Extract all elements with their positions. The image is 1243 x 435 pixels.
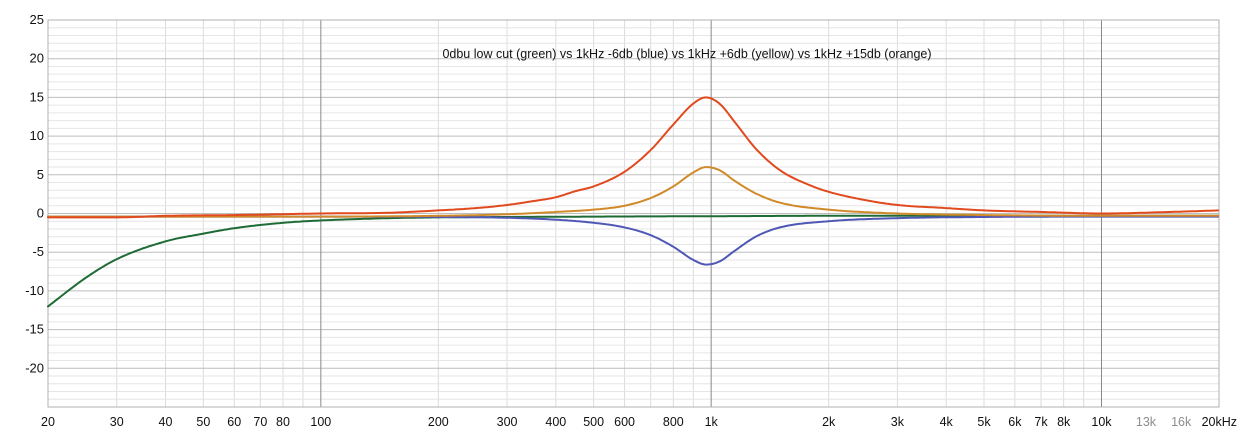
x-tick-label: 100 [310, 415, 331, 429]
x-tick-label: 4k [940, 415, 954, 429]
x-tick-label: 300 [497, 415, 518, 429]
x-tick-label: 20kHz [1202, 415, 1237, 429]
x-tick-label: 1k [705, 415, 719, 429]
y-tick-label: -20 [25, 360, 44, 375]
x-tick-label: 200 [428, 415, 449, 429]
x-tick-label: 30 [110, 415, 124, 429]
x-tick-label: 8k [1057, 415, 1071, 429]
x-tick-label: 60 [227, 415, 241, 429]
plot-frame [47, 19, 1220, 408]
y-tick-label: 10 [30, 128, 44, 143]
x-tick-label: 40 [159, 415, 173, 429]
y-tick-label: -15 [25, 322, 44, 337]
chart-title: 0dbu low cut (green) vs 1kHz -6db (blue)… [442, 47, 931, 61]
series-lines [47, 96, 1219, 308]
x-tick-label: 80 [276, 415, 290, 429]
x-tick-label: 10k [1091, 415, 1112, 429]
x-tick-label: 6k [1008, 415, 1022, 429]
x-tick-label: 20 [41, 415, 55, 429]
x-tick-label: 600 [614, 415, 635, 429]
series-line-3 [47, 96, 1219, 219]
x-tick-label: 7k [1034, 415, 1048, 429]
x-tick-label: 16k [1171, 415, 1192, 429]
y-tick-label: -10 [25, 283, 44, 298]
y-tick-label: 5 [37, 167, 44, 182]
y-tick-label: 0 [37, 206, 44, 221]
x-tick-label: 50 [196, 415, 210, 429]
x-axis-tick-labels: 20 30 40 50 60 70 80 100 200 300 400 500 600 800 1k 2k 3… [41, 415, 1237, 429]
series-line-2 [47, 166, 1219, 218]
x-tick-label: 3k [891, 415, 905, 429]
y-tick-label: 15 [30, 89, 44, 104]
y-tick-label: 25 [30, 12, 44, 27]
x-tick-label: 13k [1136, 415, 1157, 429]
x-tick-label: 400 [545, 415, 566, 429]
x-tick-label: 800 [663, 415, 684, 429]
y-tick-label: 20 [30, 51, 44, 66]
x-tick-label: 2k [822, 415, 836, 429]
x-tick-label: 70 [253, 415, 267, 429]
y-tick-label: -5 [32, 244, 44, 259]
y-axis-tick-labels: 25 20 15 10 5 0 -5 -10 -15 -20 [25, 12, 44, 375]
x-tick-label: 5k [977, 415, 991, 429]
x-tick-label: 500 [583, 415, 604, 429]
